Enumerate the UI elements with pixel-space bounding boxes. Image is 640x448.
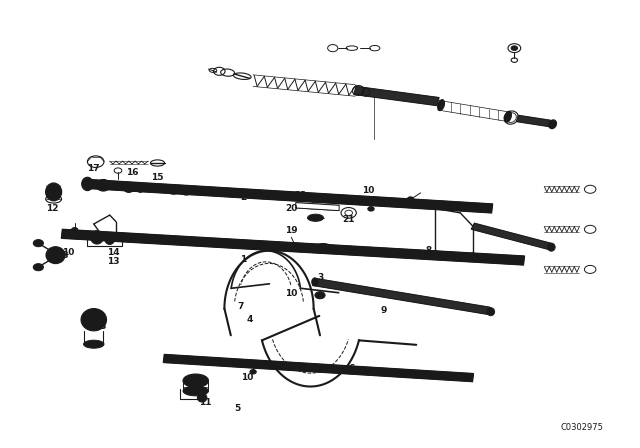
Circle shape (407, 197, 413, 201)
Ellipse shape (97, 180, 110, 191)
Text: 7: 7 (237, 302, 244, 311)
Circle shape (191, 378, 200, 384)
Polygon shape (296, 202, 339, 211)
Polygon shape (472, 223, 551, 249)
Ellipse shape (183, 386, 209, 396)
Text: 18: 18 (56, 251, 68, 260)
Polygon shape (516, 116, 550, 126)
Text: 21: 21 (342, 215, 355, 224)
Ellipse shape (197, 393, 207, 402)
Circle shape (33, 263, 44, 271)
Text: 13: 13 (107, 257, 119, 267)
Circle shape (511, 46, 518, 50)
Polygon shape (61, 229, 524, 265)
Ellipse shape (82, 177, 93, 190)
Ellipse shape (45, 183, 61, 201)
Text: 5: 5 (234, 404, 240, 413)
Circle shape (89, 316, 99, 323)
Polygon shape (87, 180, 493, 213)
Ellipse shape (504, 111, 511, 122)
Circle shape (292, 243, 299, 248)
Text: 3: 3 (317, 273, 323, 282)
Ellipse shape (81, 309, 106, 331)
Text: 12: 12 (46, 204, 59, 213)
Text: 10: 10 (241, 373, 253, 382)
Text: 8: 8 (425, 246, 431, 255)
Text: 1: 1 (241, 255, 246, 264)
Text: 17: 17 (88, 164, 100, 173)
Ellipse shape (180, 186, 192, 195)
Text: 4: 4 (246, 315, 253, 324)
Ellipse shape (123, 183, 134, 192)
Ellipse shape (548, 120, 557, 129)
Polygon shape (163, 354, 474, 382)
Text: 10: 10 (285, 289, 298, 297)
Ellipse shape (168, 185, 179, 194)
Ellipse shape (84, 340, 104, 348)
Text: 2: 2 (241, 193, 246, 202)
Text: 14: 14 (107, 249, 119, 258)
Polygon shape (312, 278, 490, 314)
Text: 11: 11 (199, 397, 212, 407)
Ellipse shape (308, 214, 323, 221)
Ellipse shape (312, 278, 318, 286)
Ellipse shape (438, 99, 445, 111)
Text: 23: 23 (94, 322, 106, 331)
Ellipse shape (104, 233, 115, 245)
Circle shape (250, 370, 256, 374)
Text: 9: 9 (381, 306, 387, 315)
Text: 6: 6 (349, 364, 355, 373)
Text: 20: 20 (285, 204, 298, 213)
Polygon shape (88, 233, 122, 246)
Text: C0302975: C0302975 (561, 423, 604, 432)
Ellipse shape (487, 308, 495, 316)
Ellipse shape (91, 231, 103, 244)
Circle shape (33, 240, 44, 247)
Ellipse shape (136, 185, 144, 192)
Ellipse shape (547, 243, 555, 251)
Polygon shape (354, 86, 439, 105)
Ellipse shape (46, 247, 65, 263)
Ellipse shape (183, 374, 209, 388)
Circle shape (72, 228, 78, 232)
Circle shape (368, 207, 374, 211)
Text: 15: 15 (151, 173, 164, 182)
Text: 19: 19 (285, 226, 298, 235)
Text: 10: 10 (62, 249, 74, 258)
Circle shape (315, 292, 325, 299)
Ellipse shape (314, 244, 333, 254)
Text: 22: 22 (294, 190, 307, 199)
Text: 16: 16 (126, 168, 138, 177)
Text: 10: 10 (362, 186, 374, 195)
